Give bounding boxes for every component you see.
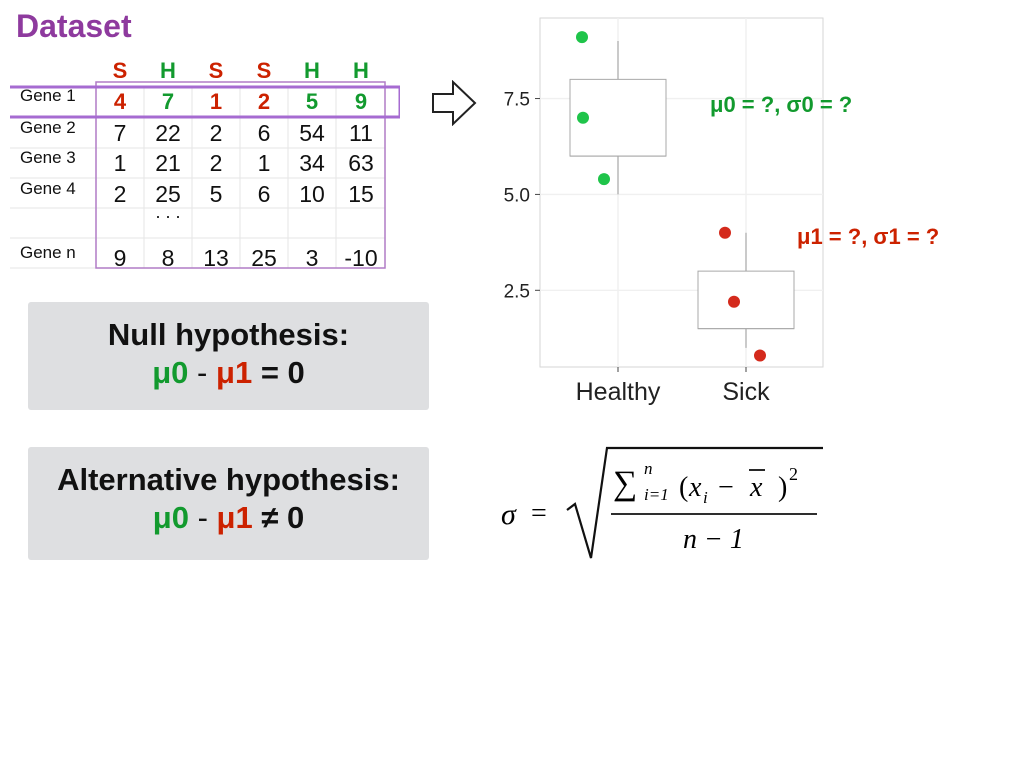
table-cell: 25 (155, 181, 181, 207)
row-label: Gene 1 (20, 86, 76, 105)
xbar-symbol: x (749, 472, 763, 503)
mu0-symbol: μ0 (152, 500, 189, 535)
table-cell: 25 (251, 245, 277, 271)
table-cell: 6 (258, 181, 271, 207)
equals-sign: = (531, 498, 547, 529)
table-cell: 22 (155, 120, 181, 146)
table-cell: 2 (258, 89, 270, 114)
sigma-symbol: σ (501, 498, 517, 531)
mu1-symbol: μ1 (215, 355, 253, 390)
column-header: S (257, 58, 272, 83)
column-header: H (160, 58, 176, 83)
row-label: Gene 4 (20, 179, 76, 198)
x-tick-label: Healthy (576, 378, 661, 406)
denominator: n − 1 (683, 524, 744, 555)
minus-operator: − (718, 472, 734, 503)
alternative-hypothesis-equation: μ0 - μ1 ≠ 0 (28, 499, 429, 537)
close-paren: ) (778, 472, 787, 503)
table-cell: 9 (355, 89, 367, 114)
null-hypothesis-equation: μ0 - μ1 = 0 (28, 354, 429, 392)
table-cell: 13 (203, 245, 229, 271)
table-cell: 1 (258, 150, 271, 176)
sick-params-label: μ1 = ?, σ1 = ? (797, 224, 939, 249)
summation-upper: n (644, 459, 653, 478)
xi-subscript: i (703, 488, 708, 507)
column-header: H (353, 58, 369, 83)
box-healthy (569, 78, 667, 157)
table-cell: 5 (306, 89, 318, 114)
table-cell: 1 (210, 89, 222, 114)
summation-lower: i=1 (644, 485, 669, 504)
column-header: S (113, 58, 128, 83)
data-point (719, 226, 731, 239)
table-cell: 1 (114, 150, 127, 176)
table-cell: 2 (210, 120, 223, 146)
column-header: H (304, 58, 320, 83)
data-point (754, 349, 766, 362)
table-cell: 2 (114, 181, 127, 207)
table-cell: 15 (348, 181, 374, 207)
table-cell: 21 (155, 150, 181, 176)
right-arrow-icon (432, 80, 477, 126)
table-cell: 54 (299, 120, 325, 146)
table-cell: 7 (162, 89, 174, 114)
table-cell: 34 (299, 150, 325, 176)
mu0-symbol: μ0 (152, 355, 189, 390)
data-point (598, 173, 610, 186)
table-cell: 7 (114, 120, 127, 146)
std-dev-formula: σ = ∑ n i=1 ( x i − x ) 2 n − 1 (501, 446, 823, 559)
open-paren: ( (679, 472, 688, 503)
table-cell: 5 (210, 181, 223, 207)
table-cell: 8 (162, 245, 175, 271)
null-hypothesis-box: Null hypothesis: μ0 - μ1 = 0 (28, 302, 429, 410)
summation-symbol: ∑ (613, 465, 637, 502)
data-point (577, 111, 589, 124)
box-sick (697, 270, 795, 330)
equation-rhs: ≠ 0 (261, 500, 305, 535)
table-cell: -10 (344, 245, 377, 271)
minus-symbol: - (197, 355, 208, 390)
alternative-hypothesis-heading: Alternative hypothesis: (57, 462, 400, 497)
table-cell: 6 (258, 120, 271, 146)
data-point (576, 31, 588, 44)
y-tick-label: 2.5 (504, 281, 530, 302)
table-cell: 9 (114, 245, 127, 271)
mu1-symbol: μ1 (216, 500, 253, 535)
minus-symbol: - (197, 500, 208, 535)
alternative-hypothesis-box: Alternative hypothesis: μ0 - μ1 ≠ 0 (28, 447, 429, 560)
data-values-frame (95, 81, 386, 269)
data-point (728, 295, 740, 308)
y-tick-label: 5.0 (504, 185, 530, 206)
power-two: 2 (789, 464, 798, 484)
table-cell: 4 (114, 89, 127, 114)
slide-title: Dataset (16, 8, 132, 44)
x-tick-label: Sick (722, 378, 770, 406)
table-cell: . . . (155, 202, 180, 222)
sqrt-sign (566, 446, 823, 559)
equation-rhs: = 0 (260, 355, 305, 390)
row-label: Gene 2 (20, 118, 76, 137)
gene1-highlight (10, 85, 400, 119)
null-hypothesis-heading: Null hypothesis: (107, 317, 350, 352)
xi-symbol: x (688, 472, 702, 503)
row-label: Gene n (20, 243, 76, 262)
table-cell: 11 (349, 120, 373, 146)
table-cell: 10 (299, 181, 325, 207)
row-label: Gene 3 (20, 148, 76, 167)
box-plot: 2.5 5.0 7.5 Healthy Sick μ0 = ?, σ0 = ? μ1 = ?… (504, 17, 939, 406)
table-cell: 3 (306, 245, 319, 271)
healthy-params-label: μ0 = ?, σ0 = ? (710, 92, 852, 117)
table-cell: 63 (348, 150, 374, 176)
table-cell: 2 (210, 150, 223, 176)
y-tick-label: 7.5 (504, 90, 530, 111)
column-header: S (209, 58, 224, 83)
